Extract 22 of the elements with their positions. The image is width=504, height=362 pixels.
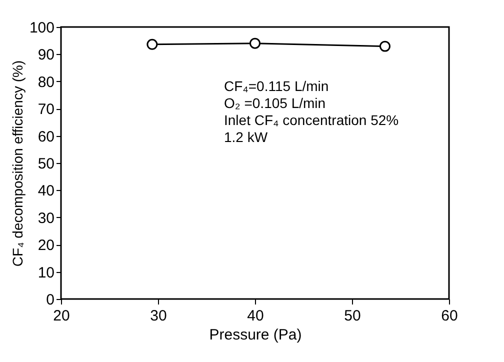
x-tick-label: 20 [53, 308, 70, 324]
x-tick-label: 50 [344, 308, 361, 324]
y-tick-label: 20 [38, 237, 54, 254]
y-tick-label: 10 [38, 264, 54, 282]
y-tick-label: 90 [38, 46, 54, 64]
x-tick-label: 40 [247, 308, 264, 324]
annotation: O₂ =0.105 L/min [224, 95, 326, 111]
y-tick-label: 0 [46, 292, 54, 308]
annotation: CF₄=0.115 L/min [224, 78, 329, 94]
y-axis-title: CF₄ decomposition efficiency (%) [9, 60, 26, 267]
y-tick-label: 50 [38, 156, 54, 172]
x-axis-title: Pressure (Pa) [209, 326, 302, 344]
x-tick-label: 30 [150, 308, 167, 324]
y-tick-label: 30 [38, 210, 54, 227]
annotation: Inlet CF₄ concentration 52% [224, 112, 399, 128]
x-tick-label: 60 [441, 308, 458, 324]
annotation: 1.2 kW [224, 129, 268, 145]
y-tick-label: 70 [38, 101, 54, 118]
y-tick-label: 100 [29, 20, 54, 36]
y-tick-label: 80 [38, 74, 54, 91]
y-tick-label: 60 [38, 128, 54, 146]
y-tick-label: 40 [38, 182, 54, 200]
